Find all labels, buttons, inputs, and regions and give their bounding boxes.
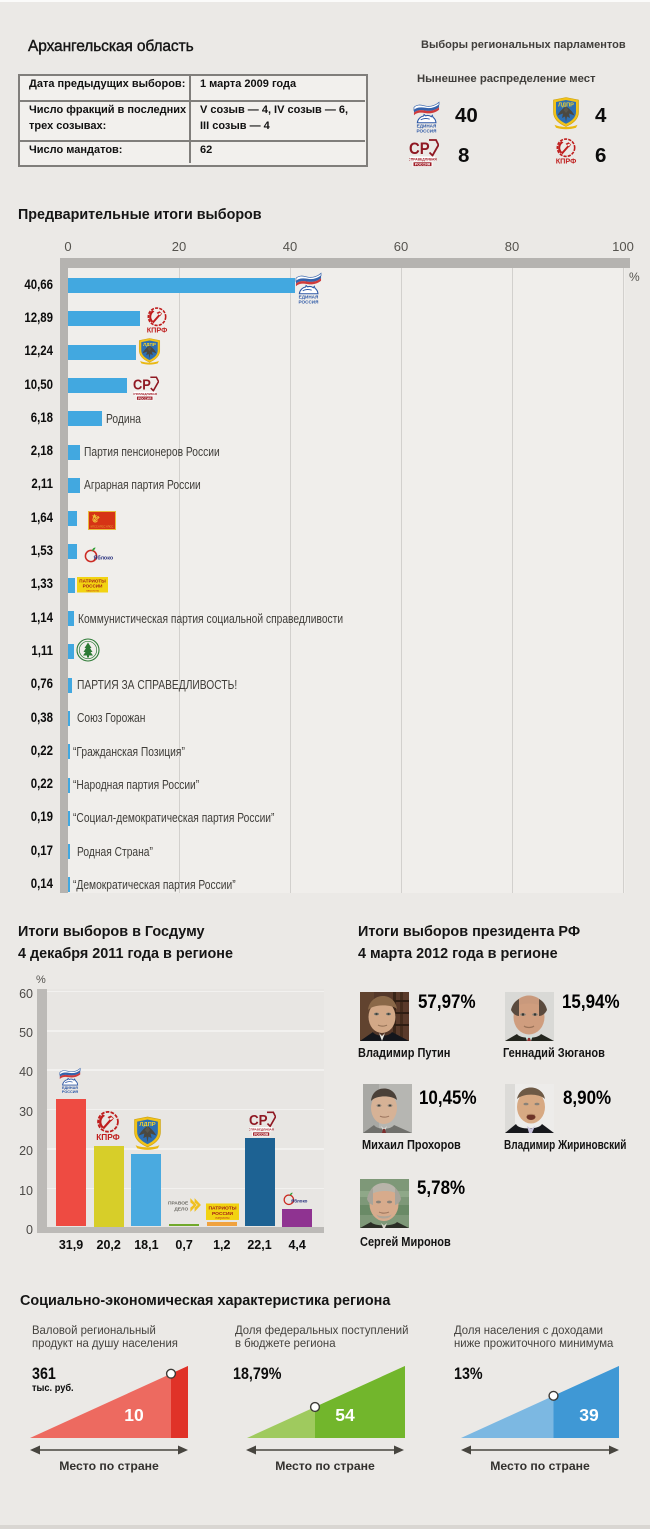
svg-text:РОССИИ: РОССИИ <box>212 1211 234 1217</box>
svg-text:ПАТРИОТЫ: ПАТРИОТЫ <box>79 579 106 584</box>
svg-text:ЛДПР: ЛДПР <box>558 103 574 109</box>
svg-text:ДЕЛО: ДЕЛО <box>174 1206 188 1212</box>
svg-text:ЕДИНАЯ: ЕДИНАЯ <box>417 124 437 129</box>
svg-text:РОССИИ: РОССИИ <box>83 584 103 589</box>
svg-text:РОССИЯ: РОССИЯ <box>138 396 152 400</box>
svg-text:КПСС КПСС КПСС: КПСС КПСС КПСС <box>91 525 114 529</box>
svg-text:ЕДИНАЯ: ЕДИНАЯ <box>299 295 319 300</box>
svg-text:ПРАВОЕ: ПРАВОЕ <box>168 1200 189 1206</box>
svg-text:РОССИЯ: РОССИЯ <box>415 163 431 167</box>
svg-text:54: 54 <box>335 1405 355 1425</box>
svg-text:РОССИЯ: РОССИЯ <box>62 1090 79 1094</box>
svg-text:РОССИЯ: РОССИЯ <box>254 1132 269 1136</box>
svg-text:Яблоко: Яблоко <box>291 1198 308 1204</box>
svg-text:патриоты: патриоты <box>86 588 99 592</box>
svg-text:ЕДИНАЯ: ЕДИНАЯ <box>62 1086 78 1090</box>
svg-text:КПРФ: КПРФ <box>96 1132 120 1142</box>
svg-text:СР: СР <box>409 140 430 158</box>
svg-text:КПРФ: КПРФ <box>147 326 168 334</box>
svg-text:ЛДПР: ЛДПР <box>139 1122 155 1128</box>
svg-text:РОССИЯ: РОССИЯ <box>417 128 437 133</box>
svg-text:Яблоко: Яблоко <box>94 554 114 561</box>
svg-text:СПРАВЕДЛИВАЯ: СПРАВЕДЛИВАЯ <box>133 392 157 396</box>
svg-text:СПРАВЕДЛИВАЯ: СПРАВЕДЛИВАЯ <box>409 157 437 161</box>
svg-text:СПРАВЕДЛИВАЯ: СПРАВЕДЛИВАЯ <box>249 1128 274 1132</box>
svg-text:РОССИЯ: РОССИЯ <box>299 299 319 304</box>
svg-text:патриоты: патриоты <box>216 1216 231 1220</box>
svg-text:ЛДПР: ЛДПР <box>143 342 156 347</box>
svg-text:СР: СР <box>133 377 151 393</box>
svg-text:КПРФ: КПРФ <box>556 157 577 165</box>
svg-text:ПАТРИОТЫ: ПАТРИОТЫ <box>208 1205 236 1211</box>
svg-text:СР: СР <box>249 1111 268 1128</box>
svg-text:10: 10 <box>124 1405 144 1425</box>
svg-text:39: 39 <box>579 1405 599 1425</box>
